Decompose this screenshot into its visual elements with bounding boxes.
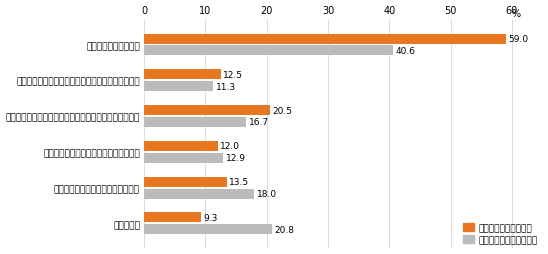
- Text: 59.0: 59.0: [508, 35, 528, 44]
- Text: 20.8: 20.8: [274, 225, 294, 234]
- Text: 11.3: 11.3: [216, 82, 236, 91]
- Bar: [144, 82, 213, 92]
- Bar: [144, 153, 223, 163]
- Text: 12.0: 12.0: [220, 142, 240, 151]
- Text: 18.0: 18.0: [257, 189, 277, 198]
- Bar: [144, 189, 254, 199]
- Bar: [144, 46, 393, 56]
- Text: 16.7: 16.7: [249, 118, 269, 127]
- Bar: [144, 117, 247, 128]
- Bar: [144, 70, 221, 80]
- Bar: [144, 177, 227, 187]
- Text: 20.5: 20.5: [272, 106, 292, 115]
- Text: 13.5: 13.5: [229, 178, 249, 186]
- Bar: [144, 141, 218, 151]
- Text: %: %: [512, 9, 521, 19]
- Text: 9.3: 9.3: [203, 213, 218, 222]
- Bar: [144, 224, 272, 234]
- Bar: [144, 34, 506, 44]
- Text: 12.5: 12.5: [223, 71, 243, 80]
- Legend: 自動車旅行で運転する, 自動車旅行で運転しない: 自動車旅行で運転する, 自動車旅行で運転しない: [464, 223, 538, 244]
- Text: 12.9: 12.9: [226, 154, 246, 163]
- Text: 40.6: 40.6: [395, 47, 415, 56]
- Bar: [144, 213, 201, 223]
- Bar: [144, 106, 270, 116]
